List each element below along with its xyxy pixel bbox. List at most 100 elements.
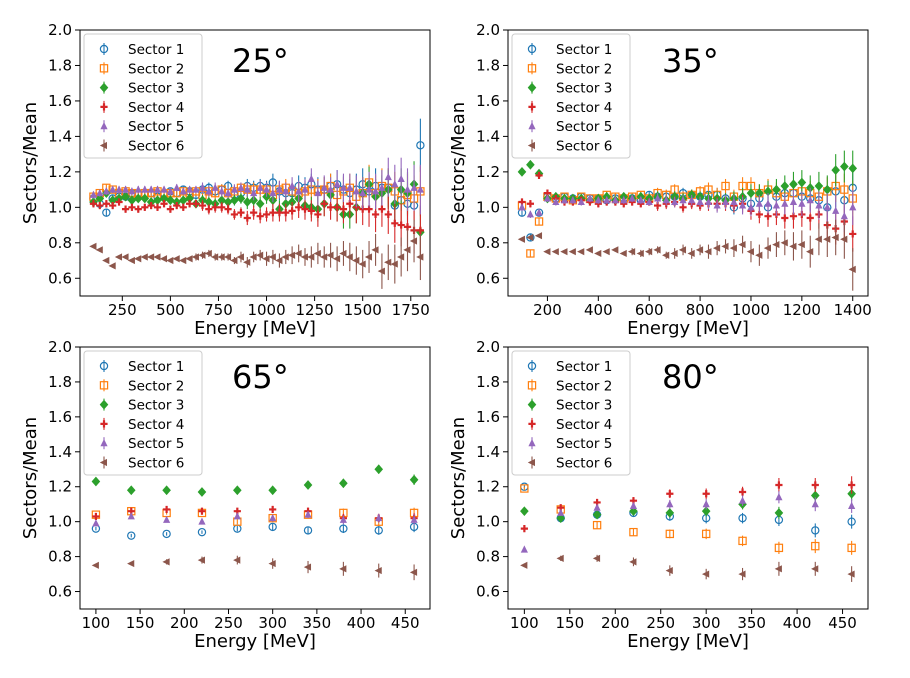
data-point [666,500,674,508]
data-point [96,188,104,197]
data-point [701,570,710,578]
data-point [326,185,335,193]
data-point [371,187,380,195]
data-point [603,196,611,204]
data-point [823,235,831,243]
y-tick-label: 1.8 [476,373,500,391]
data-point [198,517,206,525]
series-sector-1 [91,521,419,540]
data-point [375,513,383,522]
data-point [352,256,360,265]
x-tick-label: 400 [347,614,376,632]
data-point [230,185,239,193]
data-point [746,248,754,256]
legend-label: Sector 2 [556,378,612,394]
data-point [688,196,696,204]
data-point [320,183,328,191]
y-tick-label: 2.0 [476,21,500,39]
legend-label: Sector 1 [556,42,612,58]
x-tick-label: 1400 [834,301,872,319]
data-point [403,185,412,193]
data-point [236,253,244,261]
data-point [704,197,713,206]
data-point [268,253,276,261]
panel-angle-label: 65° [232,358,289,396]
data-point [313,249,321,258]
data-point [814,181,824,191]
data-point [224,205,232,213]
legend-box [511,33,631,159]
data-point [679,196,687,204]
data-point [789,197,798,206]
data-point [281,253,289,261]
legend-box [511,350,631,476]
axes-frame [507,346,869,610]
axes-frame [507,29,869,297]
data-point [403,246,411,254]
data-point [520,561,528,569]
data-point [811,481,819,489]
legend-box [83,350,203,476]
data-point [712,244,721,252]
data-point [397,221,405,229]
data-point [721,197,730,206]
data-point [91,561,99,569]
data-point [755,199,763,207]
legend-marker [527,458,535,467]
data-point [815,201,823,209]
data-point [678,246,687,254]
data-point [847,570,855,578]
legend-label: Sector 5 [556,119,612,135]
data-point [339,515,347,523]
y-tick-label: 1.8 [48,56,72,74]
data-point [520,506,529,517]
data-point [832,206,840,214]
data-point [153,203,162,211]
data-point [594,249,602,258]
data-point [307,174,315,182]
x-tick-label: 100 [510,614,539,632]
data-point [96,201,104,210]
data-point [237,209,245,217]
data-point [543,194,552,202]
data-point [127,559,135,568]
legend-label: Sector 6 [556,456,612,472]
data-point [140,253,148,261]
data-point [282,209,290,217]
y-axis-label: Sectors/Mean [448,417,469,539]
data-point [109,185,117,193]
data-point [163,515,171,523]
data-point [166,256,174,265]
data-point [146,253,155,261]
data-point [763,244,772,252]
data-point [806,196,814,204]
x-tick-label: 450 [391,614,420,632]
data-point [569,196,577,204]
data-point [772,184,781,195]
x-axis-label: Energy [MeV] [194,631,316,652]
data-point [166,195,175,206]
legend-label: Sector 1 [128,42,184,58]
panel-angle-label: 35° [662,42,719,80]
series-sector-5 [89,157,424,215]
data-point [662,196,670,204]
legend: Sector 1 Sector 2 Sector 3 Sector 4 Sector 5… [83,33,203,159]
data-point [594,196,602,204]
data-point [197,487,207,497]
data-point [262,255,270,263]
data-point [520,484,529,493]
data-point [701,506,711,517]
data-point [243,185,251,193]
legend-label: Sector 5 [556,436,612,452]
data-point [162,485,171,496]
data-point [346,183,354,191]
data-point [702,500,710,508]
data-point [811,565,819,573]
y-tick-label: 1.6 [48,408,72,426]
data-point [262,210,271,219]
data-point [665,529,675,539]
legend-marker [99,82,109,93]
data-point [269,209,277,217]
data-point [339,205,348,213]
legend-label: Sector 2 [128,61,184,77]
